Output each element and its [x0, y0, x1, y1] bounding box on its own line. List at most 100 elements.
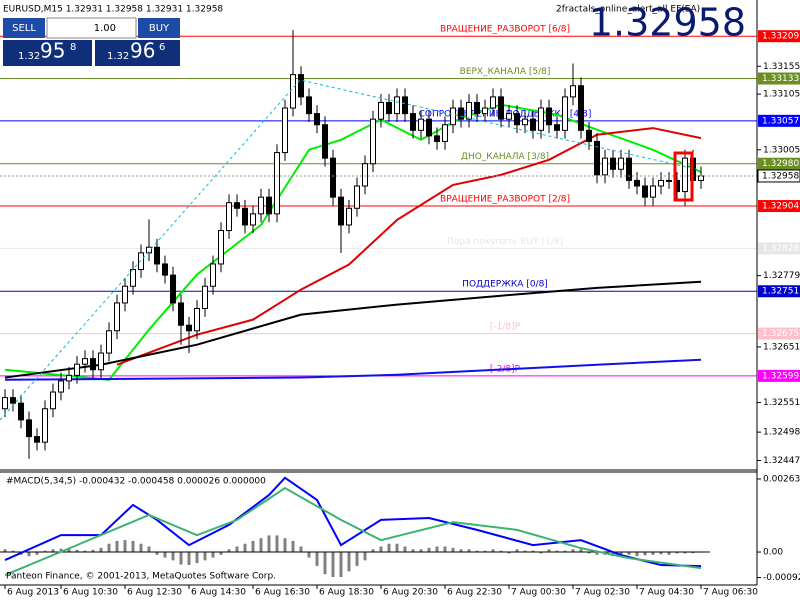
macd-bar: [475, 550, 479, 553]
macd-bar: [211, 552, 215, 558]
macd-bar: [115, 540, 119, 553]
candle-body: [338, 196, 344, 226]
level-name: ВРАЩЕНИЕ_РАЗВОРОТ [6/8]: [440, 25, 570, 35]
candle-body: [698, 175, 704, 181]
macd-bar: [459, 549, 463, 553]
level-price: 1.32751: [762, 287, 799, 297]
sell-label[interactable]: SELL: [12, 23, 36, 34]
lot-field[interactable]: [46, 17, 137, 39]
candle-body: [234, 202, 240, 209]
macd-bar: [291, 540, 295, 553]
candle-body: [2, 397, 8, 410]
ask-point[interactable]: 6: [159, 42, 165, 53]
candle-body: [546, 107, 552, 126]
x-tick-label: 7 Aug 04:30: [639, 588, 694, 598]
ask-big[interactable]: 1.32: [107, 51, 129, 62]
expert-name: 2fractals_online_alert_all EF(EA): [556, 5, 700, 15]
macd-bar: [227, 549, 231, 553]
plot: 1.33155 1.33105 1.33005 1.32779 1.32651 1.325…: [0, 25, 800, 598]
macd-bar: [371, 549, 375, 553]
macd-bar: [499, 550, 503, 553]
candle-body: [178, 302, 184, 326]
indicator-line: [4, 280, 702, 379]
macd-bar: [123, 540, 127, 553]
candle-body: [642, 185, 648, 198]
macd-bar: [483, 550, 487, 553]
candle-body: [266, 196, 272, 215]
x-tick-label: 7 Aug 06:30: [703, 588, 758, 598]
y-tick-label: -0.000923: [763, 573, 800, 583]
candle-body: [10, 397, 16, 404]
candle-body: [42, 408, 48, 443]
macd-bar: [339, 552, 343, 577]
candle-body: [482, 107, 488, 115]
candle-body: [98, 352, 104, 371]
candle-body: [602, 157, 608, 176]
macd-bar: [323, 552, 327, 575]
macd-bar: [59, 548, 63, 553]
y-tick-label: 1.33105: [763, 90, 800, 100]
candle-body: [466, 101, 472, 120]
candle-body: [426, 118, 432, 137]
macd-bar: [315, 552, 319, 566]
candle-body: [290, 74, 296, 109]
candle-body: [218, 230, 224, 265]
candle-body: [554, 124, 560, 131]
candle-body: [490, 96, 496, 109]
ask-pips[interactable]: 96: [130, 39, 155, 63]
macd-bar: [539, 552, 543, 554]
lot-value[interactable]: 1.00: [94, 23, 116, 34]
candle-body: [186, 324, 192, 332]
candle-body: [210, 263, 216, 287]
bid-point[interactable]: 8: [70, 42, 76, 53]
y-tick-label: 1.32779: [763, 271, 800, 281]
candle-body: [578, 85, 584, 131]
macd-bar: [147, 546, 151, 553]
x-tick-label: 6 Aug 10:30: [63, 588, 118, 598]
level-price-box: [758, 72, 800, 85]
buy-button[interactable]: [138, 18, 180, 38]
candle-body: [74, 363, 80, 376]
indicator-line: [4, 486, 702, 576]
x-tick-label: 6 Aug 18:30: [319, 588, 374, 598]
candle-body: [58, 380, 64, 393]
sell-button[interactable]: [3, 18, 45, 38]
level-price: 1.33133: [762, 74, 799, 84]
bid-big[interactable]: 1.32: [18, 51, 40, 62]
y-tick-label: 0.00: [763, 548, 783, 558]
signal-box: [673, 151, 694, 202]
candle-body: [162, 263, 168, 276]
macd-bar: [355, 552, 359, 566]
bid-pips[interactable]: 95: [40, 39, 65, 63]
macd-bar: [347, 552, 351, 572]
macd-bar: [659, 552, 663, 555]
candle-body: [362, 163, 368, 187]
bid-box[interactable]: [3, 40, 92, 66]
level-price: 1.32599: [762, 371, 799, 381]
macd-bar: [515, 549, 519, 553]
candle-body: [458, 107, 464, 120]
candle-body: [122, 285, 128, 304]
macd-bar: [187, 552, 191, 566]
level-name: [-1/8]P: [490, 322, 521, 332]
level-name: ДНО_КАНАЛА [3/8]: [461, 152, 549, 162]
macd-bar: [43, 550, 47, 553]
candle-body: [370, 118, 376, 165]
macd-bar: [531, 550, 535, 553]
candle-body: [202, 285, 208, 310]
macd-bar: [683, 552, 687, 554]
candle-body: [50, 391, 56, 410]
x-tick-label: 6 Aug 12:30: [127, 588, 182, 598]
level-price-box: [758, 327, 800, 340]
ask-box[interactable]: [95, 40, 180, 66]
macd-bar: [155, 552, 159, 555]
candle-body: [410, 113, 416, 131]
macd-bar: [3, 549, 7, 553]
macd-bar: [203, 552, 207, 561]
indicator-line: [116, 127, 702, 366]
candle-body: [450, 107, 456, 126]
macd-bar: [267, 535, 271, 553]
candle-body: [354, 185, 360, 209]
buy-label[interactable]: BUY: [149, 23, 170, 34]
level-price: 1.32980: [762, 159, 799, 169]
